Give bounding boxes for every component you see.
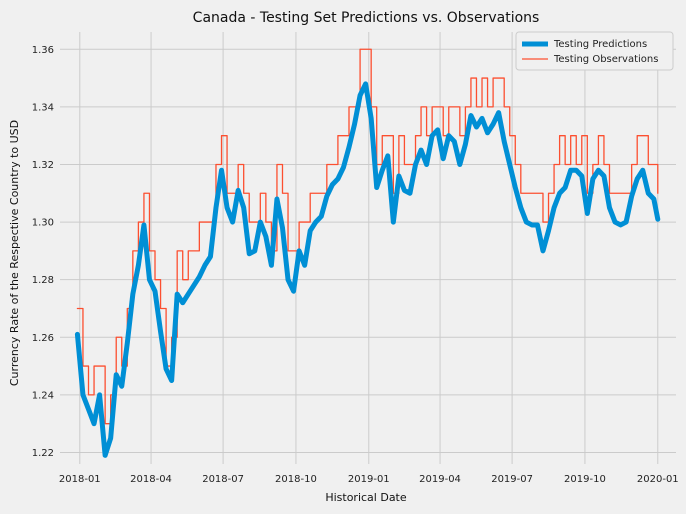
series-group bbox=[74, 48, 661, 458]
y-tick-label: 1.24 bbox=[32, 390, 54, 401]
y-axis-label: Currency Rate of the Respective Country … bbox=[8, 120, 21, 386]
x-tick-label: 2018-10 bbox=[275, 474, 317, 485]
x-tick-label: 2019-01 bbox=[348, 474, 390, 485]
y-ticks: 1.22 1.24 1.26 1.28 1.30 1.32 1.34 1.36 bbox=[32, 45, 54, 459]
x-tick-label: 2019-10 bbox=[564, 474, 606, 485]
series-line-observations bbox=[76, 48, 659, 425]
x-tick-label: 2018-07 bbox=[202, 474, 244, 485]
x-ticks: 2018-01 2018-04 2018-07 2018-10 2019-01 2019-… bbox=[59, 474, 679, 485]
y-tick-label: 1.28 bbox=[32, 275, 54, 286]
legend: Testing Predictions Testing Observations bbox=[515, 31, 674, 71]
y-tick-label: 1.30 bbox=[32, 218, 54, 229]
x-tick-label: 2018-01 bbox=[59, 474, 101, 485]
x-tick-label: 2019-07 bbox=[491, 474, 533, 485]
y-tick-label: 1.36 bbox=[32, 45, 54, 56]
x-tick-label: 2020-01 bbox=[637, 474, 679, 485]
y-tick-label: 1.22 bbox=[32, 448, 54, 459]
y-tick-label: 1.34 bbox=[32, 102, 54, 113]
chart-title: Canada - Testing Set Predictions vs. Obs… bbox=[193, 10, 540, 26]
legend-label-predictions: Testing Predictions bbox=[553, 39, 647, 50]
x-tick-label: 2018-04 bbox=[130, 474, 172, 485]
series-line-predictions bbox=[74, 81, 661, 458]
x-axis-label: Historical Date bbox=[325, 491, 407, 504]
x-tick-label: 2019-04 bbox=[419, 474, 461, 485]
legend-label-observations: Testing Observations bbox=[553, 54, 658, 65]
legend-box bbox=[515, 31, 674, 71]
y-tick-label: 1.26 bbox=[32, 333, 54, 344]
y-tick-label: 1.32 bbox=[32, 160, 54, 171]
